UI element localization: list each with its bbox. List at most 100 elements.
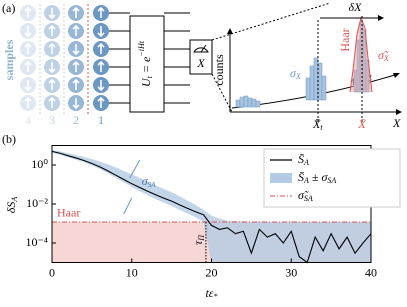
text-sub: Π: [197, 234, 206, 242]
haar-label: Haar: [338, 28, 352, 51]
sigma-arrow: [123, 197, 133, 215]
qubit-index: 1: [98, 113, 104, 127]
hist-bar: [251, 98, 257, 108]
counts-label: counts: [212, 54, 226, 86]
sigma: σ: [290, 66, 297, 80]
u: U: [139, 77, 153, 87]
spin-arrow: [48, 78, 56, 90]
haar-histogram: [349, 16, 373, 93]
meter-icon: [193, 47, 209, 53]
spin-arrow: [97, 60, 105, 72]
panel-a: (a) samples Ut = e−iHt X counts time: [2, 0, 402, 132]
spin-arrow: [24, 60, 32, 72]
hist-bar: [321, 75, 327, 101]
xbar-t: X̄: [312, 117, 321, 131]
u-sup: −iHt: [137, 40, 146, 56]
arrowhead: [227, 28, 233, 34]
sigma-sub: X: [295, 72, 302, 81]
spin-arrow: [97, 42, 105, 54]
text-part: σ: [142, 174, 149, 188]
x-tick-label: 30: [285, 265, 297, 279]
spin-arrow: [48, 8, 56, 20]
sigma-annotation: σSA: [142, 174, 156, 189]
spin-arrow: [48, 24, 56, 36]
arrowhead: [378, 15, 384, 21]
x-tick-label: 40: [365, 265, 377, 279]
tau-label: τΠ: [191, 234, 206, 245]
text-sub: *: [214, 292, 218, 301]
legend-name: σ̃: [298, 188, 309, 202]
legend-sub: A: [303, 158, 309, 167]
spin-arrow: [48, 62, 56, 74]
x-tick-label: 0: [49, 265, 55, 279]
sigma-tilde: σ̃: [378, 48, 389, 62]
qubit-index: 4: [25, 113, 31, 127]
spin-arrow: [24, 80, 32, 92]
arrowhead: [393, 73, 400, 78]
qubit-index: 2: [73, 113, 79, 127]
zoom-line: [211, 73, 233, 113]
sigma-arrow: [129, 159, 141, 179]
sigma-x-label: σX: [290, 66, 302, 81]
spin-arrow: [72, 60, 80, 72]
xbar-t-label: X̄t: [312, 117, 323, 132]
xbar-t-sub: t: [320, 123, 323, 132]
y-tick-label: 10⁻⁴: [25, 235, 48, 249]
line: [51, 150, 372, 264]
hist-bar: [317, 62, 323, 101]
x-tick-label: 10: [126, 265, 138, 279]
legend-name: ± σ: [309, 170, 329, 184]
spin-arrow: [72, 98, 80, 110]
legend-swatch: [270, 173, 292, 183]
legend-label: σ̃SA: [298, 188, 313, 203]
sigma-tilde-label: σ̃X: [378, 48, 390, 63]
spin-arrow: [48, 96, 56, 108]
hist-bar: [313, 57, 319, 101]
text-sub: SA: [148, 181, 157, 189]
delta-label: δX: [349, 0, 363, 14]
u-eq: = e: [139, 56, 153, 76]
y-tick-label: 10⁻²: [26, 196, 48, 210]
samples-label: samples: [2, 39, 16, 80]
u-sub: t: [145, 75, 154, 78]
spin-arrow: [24, 26, 32, 38]
hist-bar: [247, 97, 253, 108]
measure-box: [189, 39, 213, 75]
legend-sub: SA: [304, 194, 313, 203]
text-sub: A: [10, 197, 19, 203]
spin-arrow: [97, 96, 105, 108]
text-part: tε: [205, 286, 213, 300]
haar-annotation: Haar: [57, 206, 80, 220]
arrowhead: [396, 109, 402, 115]
legend-name: S̄: [298, 152, 304, 166]
x-tick-label: 20: [206, 265, 218, 279]
hist-bar: [255, 100, 261, 108]
hist-bar: [309, 65, 315, 101]
hist-bar: [239, 96, 245, 108]
meter-needle: [200, 44, 207, 53]
spin-arrow: [97, 26, 105, 38]
y-axis-label: δSA: [4, 197, 19, 214]
text-part: τ: [191, 240, 205, 245]
spin-arrow: [97, 6, 105, 18]
spin-arrow: [72, 78, 80, 90]
panel-label: (b): [2, 132, 16, 146]
spin-arrow: [72, 24, 80, 36]
xbar-label: X̄: [357, 117, 366, 131]
hist-bar: [235, 99, 241, 108]
band: [52, 149, 371, 263]
y-tick-label: 10⁰: [31, 157, 48, 171]
legend-sub: A: [303, 176, 309, 185]
spin-arrow: [24, 42, 32, 54]
spin-arrow: [24, 6, 32, 18]
measure-label: X: [196, 56, 205, 70]
x-axis-label: tε*: [205, 286, 217, 301]
legend-sub: SA: [327, 176, 336, 185]
unitary-label: Ut = e−iHt: [137, 40, 154, 87]
text-part: δS: [4, 202, 18, 214]
unitary-box: [129, 15, 165, 113]
legend-label: S̄A: [298, 152, 309, 167]
spin-arrow: [97, 80, 105, 92]
